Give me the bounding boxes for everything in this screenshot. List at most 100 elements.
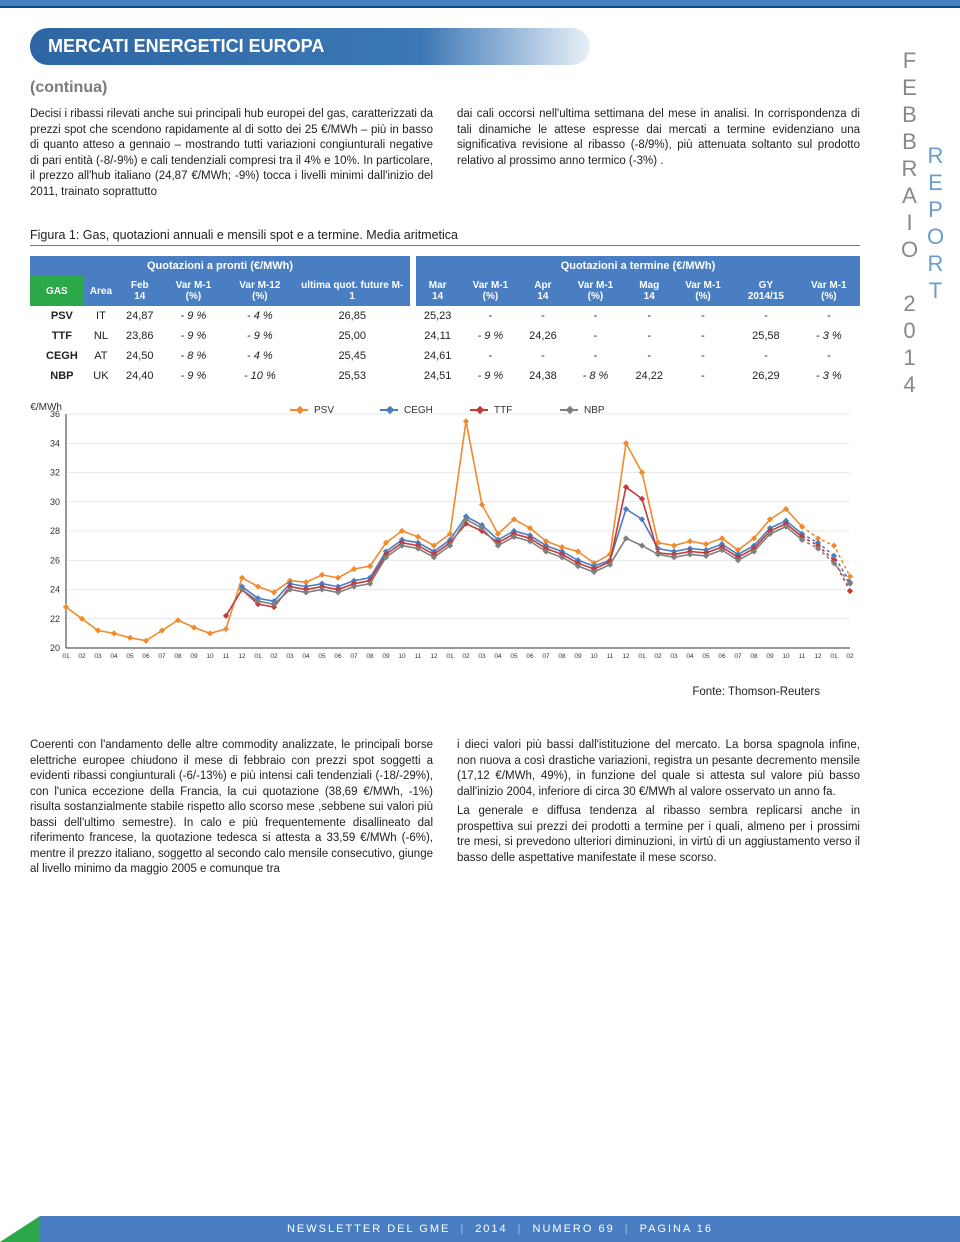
svg-text:01: 01 [62, 653, 70, 660]
svg-text:02: 02 [654, 653, 662, 660]
svg-text:11: 11 [799, 653, 806, 660]
svg-text:30: 30 [50, 497, 60, 507]
gas-line-chart: €/MWh20222426283032343601020304050607080… [30, 396, 860, 676]
col-mar-v: Var M-1 (%) [459, 276, 521, 306]
svg-text:NBP: NBP [584, 405, 605, 416]
svg-text:09: 09 [574, 653, 582, 660]
svg-text:22: 22 [50, 614, 60, 624]
svg-text:12: 12 [238, 653, 246, 660]
svg-text:01: 01 [830, 653, 838, 660]
col-mar14: Mar 14 [416, 276, 459, 306]
svg-text:10: 10 [206, 653, 214, 660]
svg-text:20: 20 [50, 643, 60, 653]
col-gy: GY 2014/15 [734, 276, 798, 306]
gas-table-termine: Quotazioni a termine (€/MWh) Mar 14 Var … [416, 256, 860, 386]
svg-text:02: 02 [462, 653, 470, 660]
svg-text:05: 05 [702, 653, 710, 660]
svg-text:04: 04 [686, 653, 694, 660]
side-vertical-label: REPORT FEBBRAIO 2014 [918, 48, 948, 399]
svg-text:07: 07 [542, 653, 550, 660]
svg-text:04: 04 [110, 653, 118, 660]
svg-text:CEGH: CEGH [404, 405, 433, 416]
svg-text:06: 06 [334, 653, 342, 660]
svg-text:28: 28 [50, 526, 60, 536]
svg-text:02: 02 [78, 653, 86, 660]
svg-text:34: 34 [50, 438, 60, 448]
svg-text:08: 08 [558, 653, 566, 660]
svg-text:01: 01 [446, 653, 454, 660]
figure-title: Figura 1: Gas, quotazioni annuali e mens… [30, 228, 860, 246]
svg-text:05: 05 [510, 653, 518, 660]
svg-text:09: 09 [382, 653, 390, 660]
svg-text:PSV: PSV [314, 405, 334, 416]
svg-text:03: 03 [94, 653, 102, 660]
side-report: REPORT [922, 143, 948, 305]
col-area: Area [84, 276, 118, 306]
svg-text:05: 05 [126, 653, 134, 660]
body-columns: Coerenti con l'andamento delle altre com… [30, 738, 860, 878]
col-mag14: Mag 14 [627, 276, 672, 306]
svg-text:12: 12 [622, 653, 630, 660]
svg-text:11: 11 [607, 653, 614, 660]
svg-text:08: 08 [174, 653, 182, 660]
svg-text:26: 26 [50, 555, 60, 565]
svg-text:03: 03 [286, 653, 294, 660]
source-label: Fonte: Thomson-Reuters [30, 686, 820, 698]
svg-text:06: 06 [142, 653, 150, 660]
svg-text:07: 07 [158, 653, 166, 660]
svg-text:05: 05 [318, 653, 326, 660]
svg-text:11: 11 [415, 653, 422, 660]
col-varm12: Var M-12 (%) [225, 276, 294, 306]
col-feb14: Feb 14 [118, 276, 161, 306]
svg-text:32: 32 [50, 468, 60, 478]
termine-group-header: Quotazioni a termine (€/MWh) [416, 256, 860, 276]
col-mag-v: Var M-1 (%) [672, 276, 734, 306]
col-gy-v: Var M-1 (%) [798, 276, 860, 306]
main-content: MERCATI ENERGETICI EUROPA (continua) Dec… [0, 8, 890, 878]
gas-table: Quotazioni a pronti (€/MWh) GAS Area Feb… [30, 256, 860, 386]
svg-text:08: 08 [750, 653, 758, 660]
svg-text:04: 04 [494, 653, 502, 660]
footer-bar: NEWSLETTER DEL GME | 2014 | NUMERO 69 | … [40, 1216, 960, 1242]
spot-group-header: Quotazioni a pronti (€/MWh) [30, 256, 410, 276]
svg-text:07: 07 [734, 653, 742, 660]
footer-triangle [0, 1216, 40, 1242]
svg-text:06: 06 [718, 653, 726, 660]
svg-text:02: 02 [270, 653, 278, 660]
intro-columns: Decisi i ribassi rilevati anche sui prin… [30, 107, 860, 200]
svg-text:07: 07 [350, 653, 358, 660]
svg-text:12: 12 [814, 653, 822, 660]
continua-label: (continua) [30, 79, 860, 97]
svg-text:03: 03 [670, 653, 678, 660]
footer-page: PAGINA 16 [640, 1223, 713, 1235]
svg-text:09: 09 [190, 653, 198, 660]
svg-text:04: 04 [302, 653, 310, 660]
col-apr-v: Var M-1 (%) [564, 276, 626, 306]
svg-text:10: 10 [782, 653, 790, 660]
col-gas: GAS [30, 276, 84, 306]
svg-text:02: 02 [846, 653, 854, 660]
svg-text:06: 06 [526, 653, 534, 660]
intro-col-left: Decisi i ribassi rilevati anche sui prin… [30, 107, 433, 200]
section-banner: MERCATI ENERGETICI EUROPA [30, 28, 590, 65]
intro-col-right: dai cali occorsi nell'ultima settimana d… [457, 107, 860, 200]
gas-table-spot: Quotazioni a pronti (€/MWh) GAS Area Feb… [30, 256, 410, 386]
col-apr14: Apr 14 [522, 276, 565, 306]
svg-text:09: 09 [766, 653, 774, 660]
top-accent-bar [0, 0, 960, 8]
svg-text:10: 10 [590, 653, 598, 660]
footer-year: 2014 [475, 1223, 507, 1235]
svg-text:08: 08 [366, 653, 374, 660]
side-issue: FEBBRAIO 2014 [896, 48, 922, 399]
svg-text:03: 03 [478, 653, 486, 660]
svg-text:24: 24 [50, 585, 60, 595]
page-footer: NEWSLETTER DEL GME | 2014 | NUMERO 69 | … [0, 1216, 960, 1242]
svg-text:01: 01 [254, 653, 262, 660]
svg-text:11: 11 [223, 653, 230, 660]
svg-text:12: 12 [430, 653, 438, 660]
svg-text:01: 01 [638, 653, 646, 660]
col-varm1: Var M-1 (%) [161, 276, 225, 306]
col-ultima: ultima quot. future M-1 [294, 276, 410, 306]
body-col-right: i dieci valori più bassi dall'istituzion… [457, 738, 860, 878]
footer-newsletter: NEWSLETTER DEL GME [287, 1223, 450, 1235]
